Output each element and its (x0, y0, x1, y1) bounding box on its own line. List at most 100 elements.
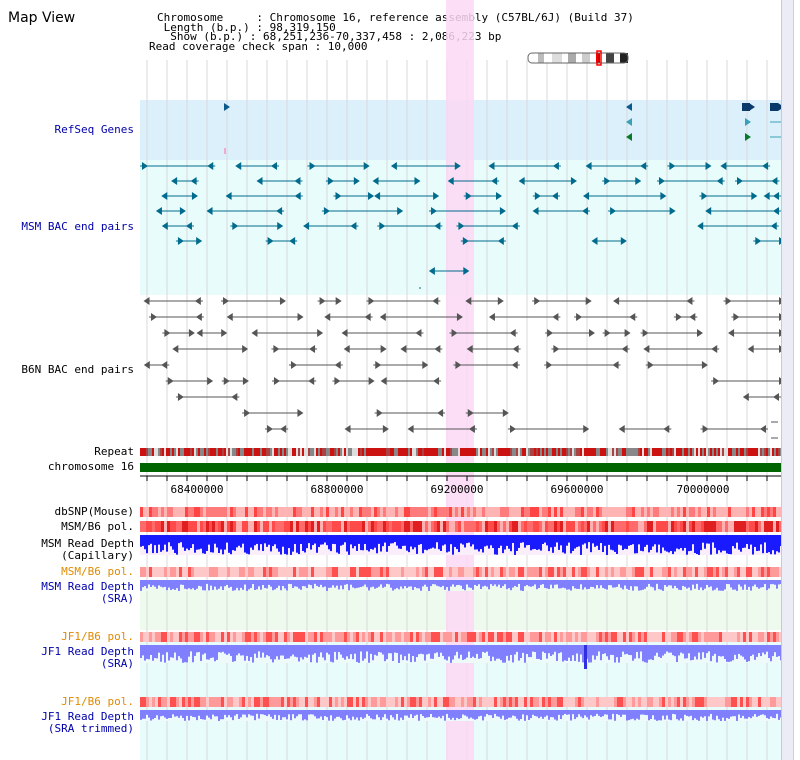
msm-b6-pol-sra-cell (467, 567, 470, 577)
msm-bac-pair-end (463, 267, 470, 275)
msm-b6-pol-cell (188, 521, 191, 532)
jf1-trimmed-depth-bar (382, 710, 384, 718)
msm-b6-pol-sra-cell (293, 567, 296, 577)
msm-sra-depth-bar (354, 580, 356, 589)
jf1-sra-depth-bar (294, 645, 296, 657)
repeat-segment (644, 448, 646, 456)
msm-capillary-depth-bar (462, 535, 464, 545)
msm-b6-pol-cell (704, 521, 707, 532)
msm-bac-pair-end (763, 192, 770, 200)
repeat-segment (504, 448, 506, 456)
repeat-segment (666, 448, 668, 456)
jf1-b6-pol-cell (245, 632, 248, 642)
jf1-trimmed-depth-bar (648, 710, 650, 721)
msm-b6-pol-sra-cell (311, 567, 314, 577)
msm-sra-depth-bar (590, 580, 592, 587)
msm-b6-pol-label: MSM/B6 pol. (61, 520, 134, 533)
jf1-trimmed-depth-bar (548, 710, 550, 720)
msm-capillary-depth-bar (774, 535, 776, 555)
dbsnp-cell (674, 507, 677, 517)
chromosome-bar (140, 463, 781, 472)
jf1-read-depth-sra-link[interactable]: JF1 Read Depth (41, 645, 134, 658)
jf1-b6-pol-cell (212, 632, 215, 642)
msm-b6-pol-sra-cell (560, 567, 563, 577)
msm-sra-depth-bar (548, 580, 550, 590)
msm-sra-depth-bar (364, 580, 366, 585)
b6n-bac-pair-end (344, 425, 351, 433)
sra-sublabel[interactable]: (SRA) (100, 592, 134, 605)
msm-sra-depth-bar (332, 580, 334, 586)
jf1-b6-pol-trim-cell (758, 697, 761, 707)
msm-capillary-depth-bar (470, 535, 472, 547)
msm-b6-pol-sra-cell (518, 567, 521, 577)
repeat-segment (212, 448, 214, 456)
jf1-trimmed-depth-bar (370, 710, 372, 719)
msm-b6-pol-sra-cell (635, 567, 638, 577)
jf1-trimmed-depth-bar (420, 710, 422, 715)
msm-sra-depth-bar (274, 580, 276, 590)
jf1-sra-depth-bar (468, 645, 470, 652)
jf1-b6-pol-cell (743, 632, 746, 642)
repeat-segment (284, 448, 286, 456)
dbsnp-cell (359, 507, 362, 517)
msm-capillary-depth-bar (218, 535, 220, 554)
jf1-b6-pol-cell (311, 632, 314, 642)
msm-b6-pol-sra-cell (776, 567, 779, 577)
msm-capillary-depth-bar (734, 535, 736, 549)
msm-capillary-depth-bar (570, 535, 572, 554)
jf1-b6-pol-cell (563, 632, 566, 642)
jf1-trimmed-depth-bar (598, 710, 600, 716)
msm-b6-pol-cell (653, 521, 656, 532)
jf1-b6-pol-trim-cell (155, 697, 158, 707)
msm-sra-depth-bar (756, 580, 758, 588)
jf1-sra-depth-bar (404, 645, 406, 657)
jf1-b6-pol-cell (587, 632, 590, 642)
jf1-read-depth-trimmed-link[interactable]: JF1 Read Depth (41, 710, 134, 723)
refseq-genes-link[interactable]: RefSeq Genes (54, 123, 134, 136)
jf1-sra-sublabel[interactable]: (SRA) (100, 657, 134, 670)
msm-sra-depth-bar (262, 580, 264, 585)
msm-b6-pol-cell (218, 521, 221, 532)
repeat-segment (468, 448, 470, 456)
jf1-sra-depth-bar (524, 645, 526, 663)
b6n-bac-pair-end (422, 361, 429, 369)
msm-sra-depth-bar (434, 580, 436, 585)
msm-b6-pol-cell (662, 521, 665, 532)
b6n-bac-pair-end (546, 361, 553, 369)
jf1-sra-depth-bar (644, 645, 646, 663)
msm-bac-pair-end (191, 192, 198, 200)
msm-capillary-depth-bar (714, 535, 716, 548)
jf1-b6-pol-link[interactable]: JF1/B6 pol. (61, 630, 134, 643)
msm-b6-pol-cell (770, 521, 773, 532)
jf1-sra-depth-bar (492, 645, 494, 657)
repeat-segment (252, 448, 254, 456)
msm-b6-pol-cell (314, 521, 317, 532)
jf1-sra-depth-bar (370, 645, 372, 654)
msm-bac-end-pairs-link[interactable]: MSM BAC end pairs (21, 220, 134, 233)
msm-sra-depth-bar (716, 580, 718, 588)
jf1-sra-depth-bar (414, 645, 416, 662)
msm-b6-pol-link[interactable]: MSM/B6 pol. (61, 565, 134, 578)
jf1-trimmed-depth-bar (608, 710, 610, 720)
msm-b6-pol-sra-cell (764, 567, 767, 577)
sra-trimmed-sublabel[interactable]: (SRA trimmed) (47, 722, 134, 735)
jf1-trimmed-depth-bar (198, 710, 200, 716)
msm-sra-depth-bar (630, 580, 632, 587)
msm-capillary-depth-bar (356, 535, 358, 551)
vertical-scrollbar[interactable] (781, 0, 794, 760)
msm-b6-pol-cell (245, 521, 248, 532)
repeat-segment (456, 448, 458, 456)
msm-b6-pol-cell (227, 521, 230, 532)
msm-capillary-depth-bar (196, 535, 198, 550)
b6n-bac-pair-end (222, 297, 229, 305)
msm-sra-depth-bar (620, 580, 622, 588)
msm-read-depth-sra-link[interactable]: MSM Read Depth (41, 580, 134, 593)
jf1-b6-pol-link-2[interactable]: JF1/B6 pol. (61, 695, 134, 708)
jf1-b6-pol-trim-cell (518, 697, 521, 707)
jf1-b6-pol-trim-cell (578, 697, 581, 707)
msm-sra-depth-bar (406, 580, 408, 588)
msm-sra-depth-bar (562, 580, 564, 588)
b6n-bac-pair-end (509, 425, 516, 433)
dbsnp-cell (143, 507, 146, 517)
